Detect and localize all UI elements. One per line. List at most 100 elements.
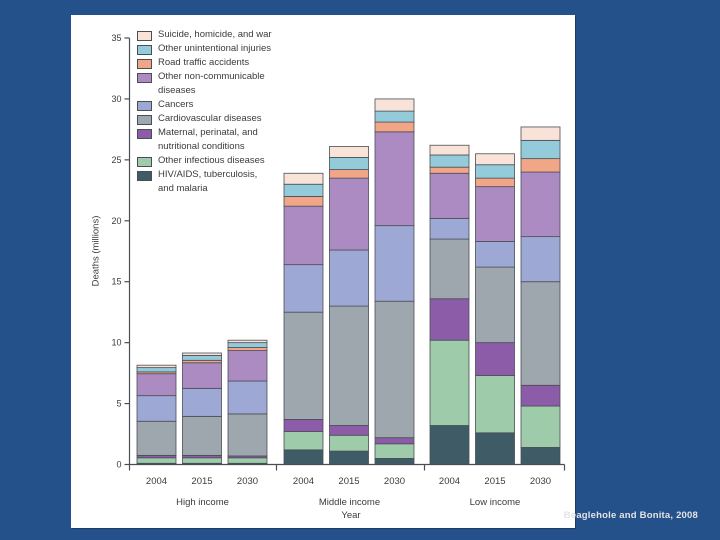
legend-swatch-icon (137, 101, 152, 111)
bar-segment (475, 164, 515, 179)
bar-segment (374, 121, 415, 133)
bar-segment (182, 415, 222, 456)
bar-segment (374, 131, 415, 227)
bar-segment (520, 126, 561, 141)
bar-segment (374, 443, 415, 459)
chart-legend: Suicide, homicide, and war Other unintent… (137, 28, 287, 196)
bar-segment (475, 342, 515, 376)
bar-segment (283, 205, 324, 266)
bar-segment (227, 347, 268, 351)
bar-segment (227, 457, 268, 464)
bar-segment (429, 425, 470, 465)
legend-swatch-icon (137, 59, 152, 69)
legend-item-label: HIV/AIDS, tuberculosis, and malaria (158, 169, 258, 194)
stacked-bar-chart: 0 5 10 15 20 25 30 35 2004 2015 2030 High income 200… (111, 33, 566, 508)
legend-swatch-icon (137, 73, 152, 83)
y-tick-label: 20 (111, 216, 121, 226)
bar-segment (283, 449, 324, 465)
bar-segment (520, 447, 561, 465)
bar-segment (329, 305, 369, 426)
bar-segment (329, 450, 369, 465)
bar-segment (136, 420, 177, 456)
legend-item: Cancers (137, 98, 287, 112)
bar-segment (429, 166, 470, 174)
legend-item-label: Maternal, perinatal, and nutritional con… (158, 127, 258, 152)
legend-item-label: Suicide, homicide, and war (158, 29, 272, 40)
bar-segment (475, 432, 515, 465)
bar-segment (329, 169, 369, 179)
year-tick-label: 2030 (530, 476, 551, 487)
year-tick-label: 2004 (146, 476, 167, 487)
legend-item: HIV/AIDS, tuberculosis, and malaria (137, 168, 287, 196)
legend-swatch-icon (137, 31, 152, 41)
bar-segment (475, 241, 515, 268)
bar-segment (182, 355, 222, 361)
legend-item: Other infectious diseases (137, 154, 287, 168)
y-tick-label: 25 (111, 155, 121, 165)
bar-segment (227, 413, 268, 457)
year-tick-label: 2015 (191, 476, 212, 487)
y-tick-label: 10 (111, 338, 121, 348)
bar-segment (136, 373, 177, 397)
bar-segment (520, 405, 561, 448)
bar-segment (329, 146, 369, 158)
bar-segment (136, 364, 177, 369)
legend-item: Other unintentional injuries (137, 42, 287, 56)
legend-item: Other non-communicable diseases (137, 70, 287, 98)
year-tick-label: 2004 (439, 476, 460, 487)
legend-item: Road traffic accidents (137, 56, 287, 70)
group-label: High income (176, 497, 229, 508)
legend-item-label: Road traffic accidents (158, 57, 250, 68)
bar-segment (227, 339, 268, 344)
bar-segment (475, 153, 515, 166)
bar-segment (475, 186, 515, 242)
y-tick-label: 35 (111, 33, 121, 43)
year-tick-label: 2004 (293, 476, 314, 487)
bar-segment (227, 380, 268, 415)
year-tick-label: 2030 (237, 476, 258, 487)
bar-segment (136, 367, 177, 373)
bar-segment (283, 196, 324, 207)
y-tick-label: 5 (116, 399, 121, 409)
legend-item: Suicide, homicide, and war (137, 28, 287, 42)
bar-segment (182, 352, 222, 356)
bar-segment (429, 144, 470, 156)
bar-segment (182, 362, 222, 389)
y-tick-label: 15 (111, 277, 121, 287)
legend-swatch-icon (137, 45, 152, 55)
legend-swatch-icon (137, 129, 152, 139)
bar-segment (136, 395, 177, 422)
legend-swatch-icon (137, 157, 152, 167)
bar-segment (374, 98, 415, 112)
bar-segment (329, 249, 369, 307)
bar-segment (429, 238, 470, 300)
group-label: Low income (470, 497, 521, 508)
bar-segment (520, 158, 561, 173)
bar-segment (475, 266, 515, 344)
legend-item: Cardiovascular diseases (137, 112, 287, 126)
bar-segment (429, 154, 470, 168)
year-tick-label: 2030 (384, 476, 405, 487)
legend-swatch-icon (137, 171, 152, 181)
bar-segment (329, 425, 369, 436)
bar-segment (329, 434, 369, 452)
chart-panel: Deaths (millions) 0 5 10 15 20 25 30 35 2004 2015… (71, 15, 575, 528)
bar-segment (374, 437, 415, 445)
bar-segment (227, 350, 268, 382)
bar-segment (475, 177, 515, 188)
bar-segment (374, 458, 415, 465)
bar-segment (374, 225, 415, 302)
bar-segment (520, 171, 561, 238)
bar-segment (283, 172, 324, 185)
year-tick-label: 2015 (484, 476, 505, 487)
bar-segment (283, 311, 324, 420)
bar-segment (429, 172, 470, 219)
bar-segment (182, 387, 222, 417)
bar-segment (329, 177, 369, 251)
bar-segment (475, 375, 515, 434)
bar-segment (283, 431, 324, 451)
citation-text: Beaglehole and Bonita, 2008 (563, 510, 698, 521)
bar-segment (429, 339, 470, 426)
bar-segment (520, 236, 561, 283)
